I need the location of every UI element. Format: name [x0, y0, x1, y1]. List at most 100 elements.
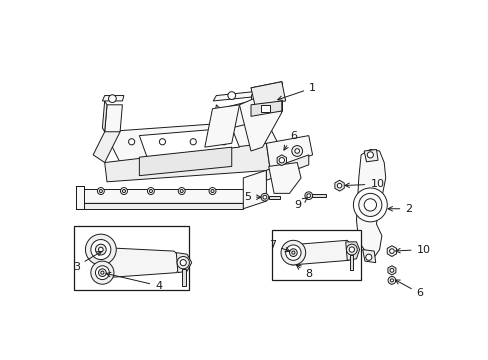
- Text: 2: 2: [387, 204, 411, 214]
- Circle shape: [95, 244, 106, 255]
- Circle shape: [348, 247, 354, 252]
- Polygon shape: [266, 136, 312, 170]
- Polygon shape: [213, 92, 253, 101]
- Polygon shape: [78, 189, 246, 203]
- Text: 7: 7: [269, 240, 289, 252]
- Polygon shape: [364, 149, 377, 162]
- Polygon shape: [76, 186, 84, 209]
- Polygon shape: [139, 128, 239, 157]
- Circle shape: [178, 188, 185, 194]
- Circle shape: [387, 276, 395, 284]
- Polygon shape: [139, 147, 231, 176]
- Circle shape: [210, 189, 214, 193]
- Circle shape: [99, 247, 103, 252]
- Circle shape: [180, 260, 186, 266]
- Text: 3: 3: [73, 252, 101, 271]
- Text: 8: 8: [296, 265, 312, 279]
- Polygon shape: [334, 180, 344, 191]
- Polygon shape: [182, 269, 185, 286]
- Polygon shape: [102, 95, 123, 101]
- Text: 4: 4: [106, 273, 162, 291]
- Circle shape: [91, 239, 111, 260]
- Polygon shape: [176, 253, 191, 273]
- Circle shape: [389, 279, 393, 282]
- Circle shape: [221, 139, 226, 145]
- Circle shape: [281, 240, 305, 265]
- Circle shape: [95, 266, 109, 280]
- Polygon shape: [261, 105, 270, 112]
- Polygon shape: [386, 246, 396, 256]
- Circle shape: [337, 183, 341, 188]
- Polygon shape: [93, 124, 120, 163]
- Circle shape: [128, 139, 135, 145]
- Polygon shape: [362, 249, 375, 263]
- Circle shape: [306, 194, 310, 198]
- Polygon shape: [250, 82, 285, 105]
- Circle shape: [358, 193, 381, 216]
- Text: 10: 10: [395, 244, 429, 255]
- Polygon shape: [243, 170, 266, 209]
- Polygon shape: [349, 255, 353, 270]
- Circle shape: [346, 244, 357, 255]
- FancyBboxPatch shape: [271, 230, 360, 280]
- Circle shape: [99, 189, 102, 193]
- Circle shape: [389, 269, 393, 272]
- Circle shape: [261, 193, 268, 201]
- Polygon shape: [97, 247, 185, 278]
- Circle shape: [285, 245, 301, 260]
- Polygon shape: [289, 240, 354, 265]
- Circle shape: [149, 189, 152, 193]
- Circle shape: [97, 188, 104, 194]
- Text: 10: 10: [344, 179, 384, 189]
- Polygon shape: [356, 149, 385, 257]
- Text: 5: 5: [244, 192, 261, 202]
- Circle shape: [227, 92, 235, 99]
- Circle shape: [180, 189, 183, 193]
- Polygon shape: [268, 163, 301, 193]
- Circle shape: [208, 188, 216, 194]
- Polygon shape: [213, 105, 220, 132]
- Circle shape: [122, 189, 125, 193]
- Circle shape: [366, 152, 373, 158]
- Circle shape: [263, 195, 266, 199]
- Polygon shape: [306, 194, 325, 197]
- Circle shape: [291, 145, 302, 156]
- Text: 6: 6: [284, 131, 296, 150]
- Text: 6: 6: [394, 280, 423, 298]
- Text: 9: 9: [293, 198, 306, 210]
- Circle shape: [177, 256, 189, 269]
- Polygon shape: [250, 101, 281, 116]
- Polygon shape: [239, 93, 281, 151]
- Circle shape: [99, 269, 106, 276]
- Circle shape: [147, 188, 154, 194]
- Circle shape: [159, 139, 165, 145]
- Circle shape: [190, 139, 196, 145]
- Polygon shape: [102, 101, 107, 132]
- Text: 1: 1: [277, 83, 315, 100]
- FancyBboxPatch shape: [74, 226, 189, 289]
- Polygon shape: [268, 195, 280, 199]
- Polygon shape: [204, 105, 239, 147]
- Polygon shape: [216, 101, 250, 132]
- Polygon shape: [78, 203, 243, 209]
- Circle shape: [279, 158, 284, 163]
- Polygon shape: [104, 105, 122, 132]
- Polygon shape: [277, 155, 286, 166]
- Circle shape: [294, 149, 299, 153]
- Circle shape: [91, 261, 114, 284]
- Polygon shape: [104, 120, 277, 163]
- Circle shape: [101, 271, 104, 274]
- Polygon shape: [266, 155, 308, 180]
- Circle shape: [389, 249, 393, 253]
- Circle shape: [365, 254, 371, 260]
- Circle shape: [120, 188, 127, 194]
- Circle shape: [364, 199, 376, 211]
- Polygon shape: [104, 143, 270, 182]
- Circle shape: [353, 188, 386, 222]
- Polygon shape: [345, 242, 359, 260]
- Circle shape: [289, 249, 297, 256]
- Circle shape: [305, 192, 312, 199]
- Circle shape: [108, 95, 116, 103]
- Circle shape: [85, 234, 116, 265]
- Polygon shape: [387, 266, 395, 275]
